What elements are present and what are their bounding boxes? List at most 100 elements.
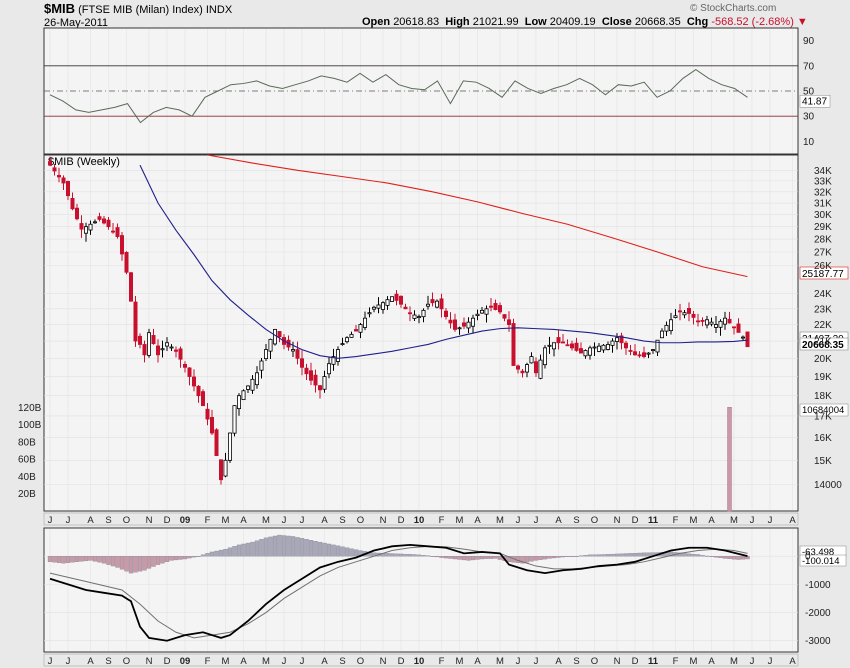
x-tick-label: A <box>708 515 715 526</box>
x-tick-label: A <box>555 515 562 526</box>
macd-histogram-bar <box>169 556 174 561</box>
candle-body <box>619 335 624 344</box>
candle-body <box>200 391 205 407</box>
x-tick-label: N <box>146 656 153 667</box>
x-tick-label: S <box>105 515 111 526</box>
price-tick-label: 24K <box>814 289 832 300</box>
macd-histogram-bar <box>718 556 723 559</box>
macd-histogram-bar <box>479 556 485 560</box>
macd-histogram-bar <box>191 556 197 558</box>
macd-histogram-bar <box>529 556 534 562</box>
candle-body <box>565 344 570 347</box>
x-tick-label: A <box>87 515 94 526</box>
price-tick-label: 22K <box>814 320 832 331</box>
candle-body <box>588 347 593 356</box>
candle-body <box>146 332 151 356</box>
price-tick-label: 34K <box>814 166 832 177</box>
macd-histogram-bar <box>259 539 264 557</box>
candle-body <box>547 344 552 347</box>
x-tick-label: A <box>708 656 715 667</box>
candle-body <box>700 319 705 322</box>
macd-histogram-bar <box>263 537 269 557</box>
candle-body <box>745 331 750 348</box>
macd-histogram-bar <box>592 554 597 557</box>
x-tick-label: M <box>222 515 230 526</box>
price-tick-label: 29K <box>814 222 832 233</box>
quote-date: 26-May-2011 <box>44 17 108 29</box>
candle-body <box>358 324 363 333</box>
x-tick-label: A <box>240 515 247 526</box>
price-tick-label: 32K <box>814 187 832 198</box>
macd-histogram-bar <box>47 556 53 562</box>
macd-histogram-bar <box>245 542 251 557</box>
x-tick-label: M <box>496 656 504 667</box>
macd-histogram-bar <box>227 547 233 557</box>
x-tick-label: M <box>456 515 464 526</box>
volume-tick-label: 100B <box>18 420 42 431</box>
macd-histogram-bar <box>632 553 638 557</box>
candle-body <box>741 336 746 339</box>
macd-histogram-bar <box>389 553 395 557</box>
candle-body <box>556 337 561 344</box>
candle-body <box>84 226 89 234</box>
candle-body <box>66 181 71 197</box>
macd-histogram-bar <box>52 556 57 563</box>
candle-body <box>142 344 147 356</box>
brand-watermark: © StockCharts.com <box>690 3 777 14</box>
x-tick-label: O <box>591 515 598 526</box>
candle-body <box>534 361 539 374</box>
macd-tick-label: -2000 <box>805 608 831 619</box>
candle-body <box>646 352 651 355</box>
volume-tick-label: 60B <box>18 455 36 466</box>
candle-body <box>79 223 84 230</box>
macd-value-box <box>799 554 847 567</box>
candle-body <box>516 365 521 370</box>
ticker-description: (FTSE MIB (Milan) Index) <box>78 4 203 16</box>
candle-body <box>493 303 498 310</box>
macd-histogram-bar <box>682 553 687 557</box>
price-tick-label: 27K <box>814 247 832 258</box>
macd-histogram-bar <box>214 550 219 557</box>
x-tick-label: J <box>48 656 53 667</box>
macd-histogram-bar <box>313 541 318 557</box>
macd-histogram-bar <box>686 553 692 557</box>
candle-body <box>196 385 201 397</box>
macd-histogram-bar <box>340 546 345 557</box>
x-tick-label: A <box>240 656 247 667</box>
candle-body <box>367 312 372 315</box>
candle-body <box>511 323 516 366</box>
candle-body <box>502 314 507 319</box>
candle-body <box>353 329 358 332</box>
x-tick-label: J <box>66 656 71 667</box>
macd-histogram-bar <box>448 556 453 559</box>
price-value-box <box>799 266 849 280</box>
candle-body <box>425 303 430 307</box>
macd-histogram-bar <box>385 553 390 557</box>
macd-histogram-bar <box>439 556 444 558</box>
macd-histogram-bar <box>470 556 476 561</box>
x-tick-label: A <box>789 656 796 667</box>
x-tick-label: J <box>66 515 71 526</box>
candle-body <box>439 298 444 310</box>
macd-histogram-bar <box>250 541 255 557</box>
candle-body <box>57 175 62 178</box>
macd-line <box>49 544 748 642</box>
price-tick-label: 14000 <box>814 480 842 491</box>
x-tick-label: M <box>690 656 698 667</box>
candle-body <box>277 331 282 338</box>
candle-body <box>120 235 125 255</box>
macd-histogram-bar <box>542 556 548 560</box>
macd-histogram-bar <box>142 556 147 571</box>
macd-histogram-bar <box>569 556 575 557</box>
macd-histogram-bar <box>110 556 116 567</box>
x-tick-label: J <box>768 656 773 667</box>
candle-body <box>70 198 75 210</box>
candle-body <box>461 322 466 327</box>
candle-body <box>669 319 674 332</box>
macd-histogram-bar <box>641 552 647 557</box>
candle-body <box>574 342 579 351</box>
close-label: Close <box>601 16 632 28</box>
macd-value-label: -63.498 <box>802 547 834 558</box>
candle-body <box>254 372 259 386</box>
candle-body <box>398 295 403 305</box>
